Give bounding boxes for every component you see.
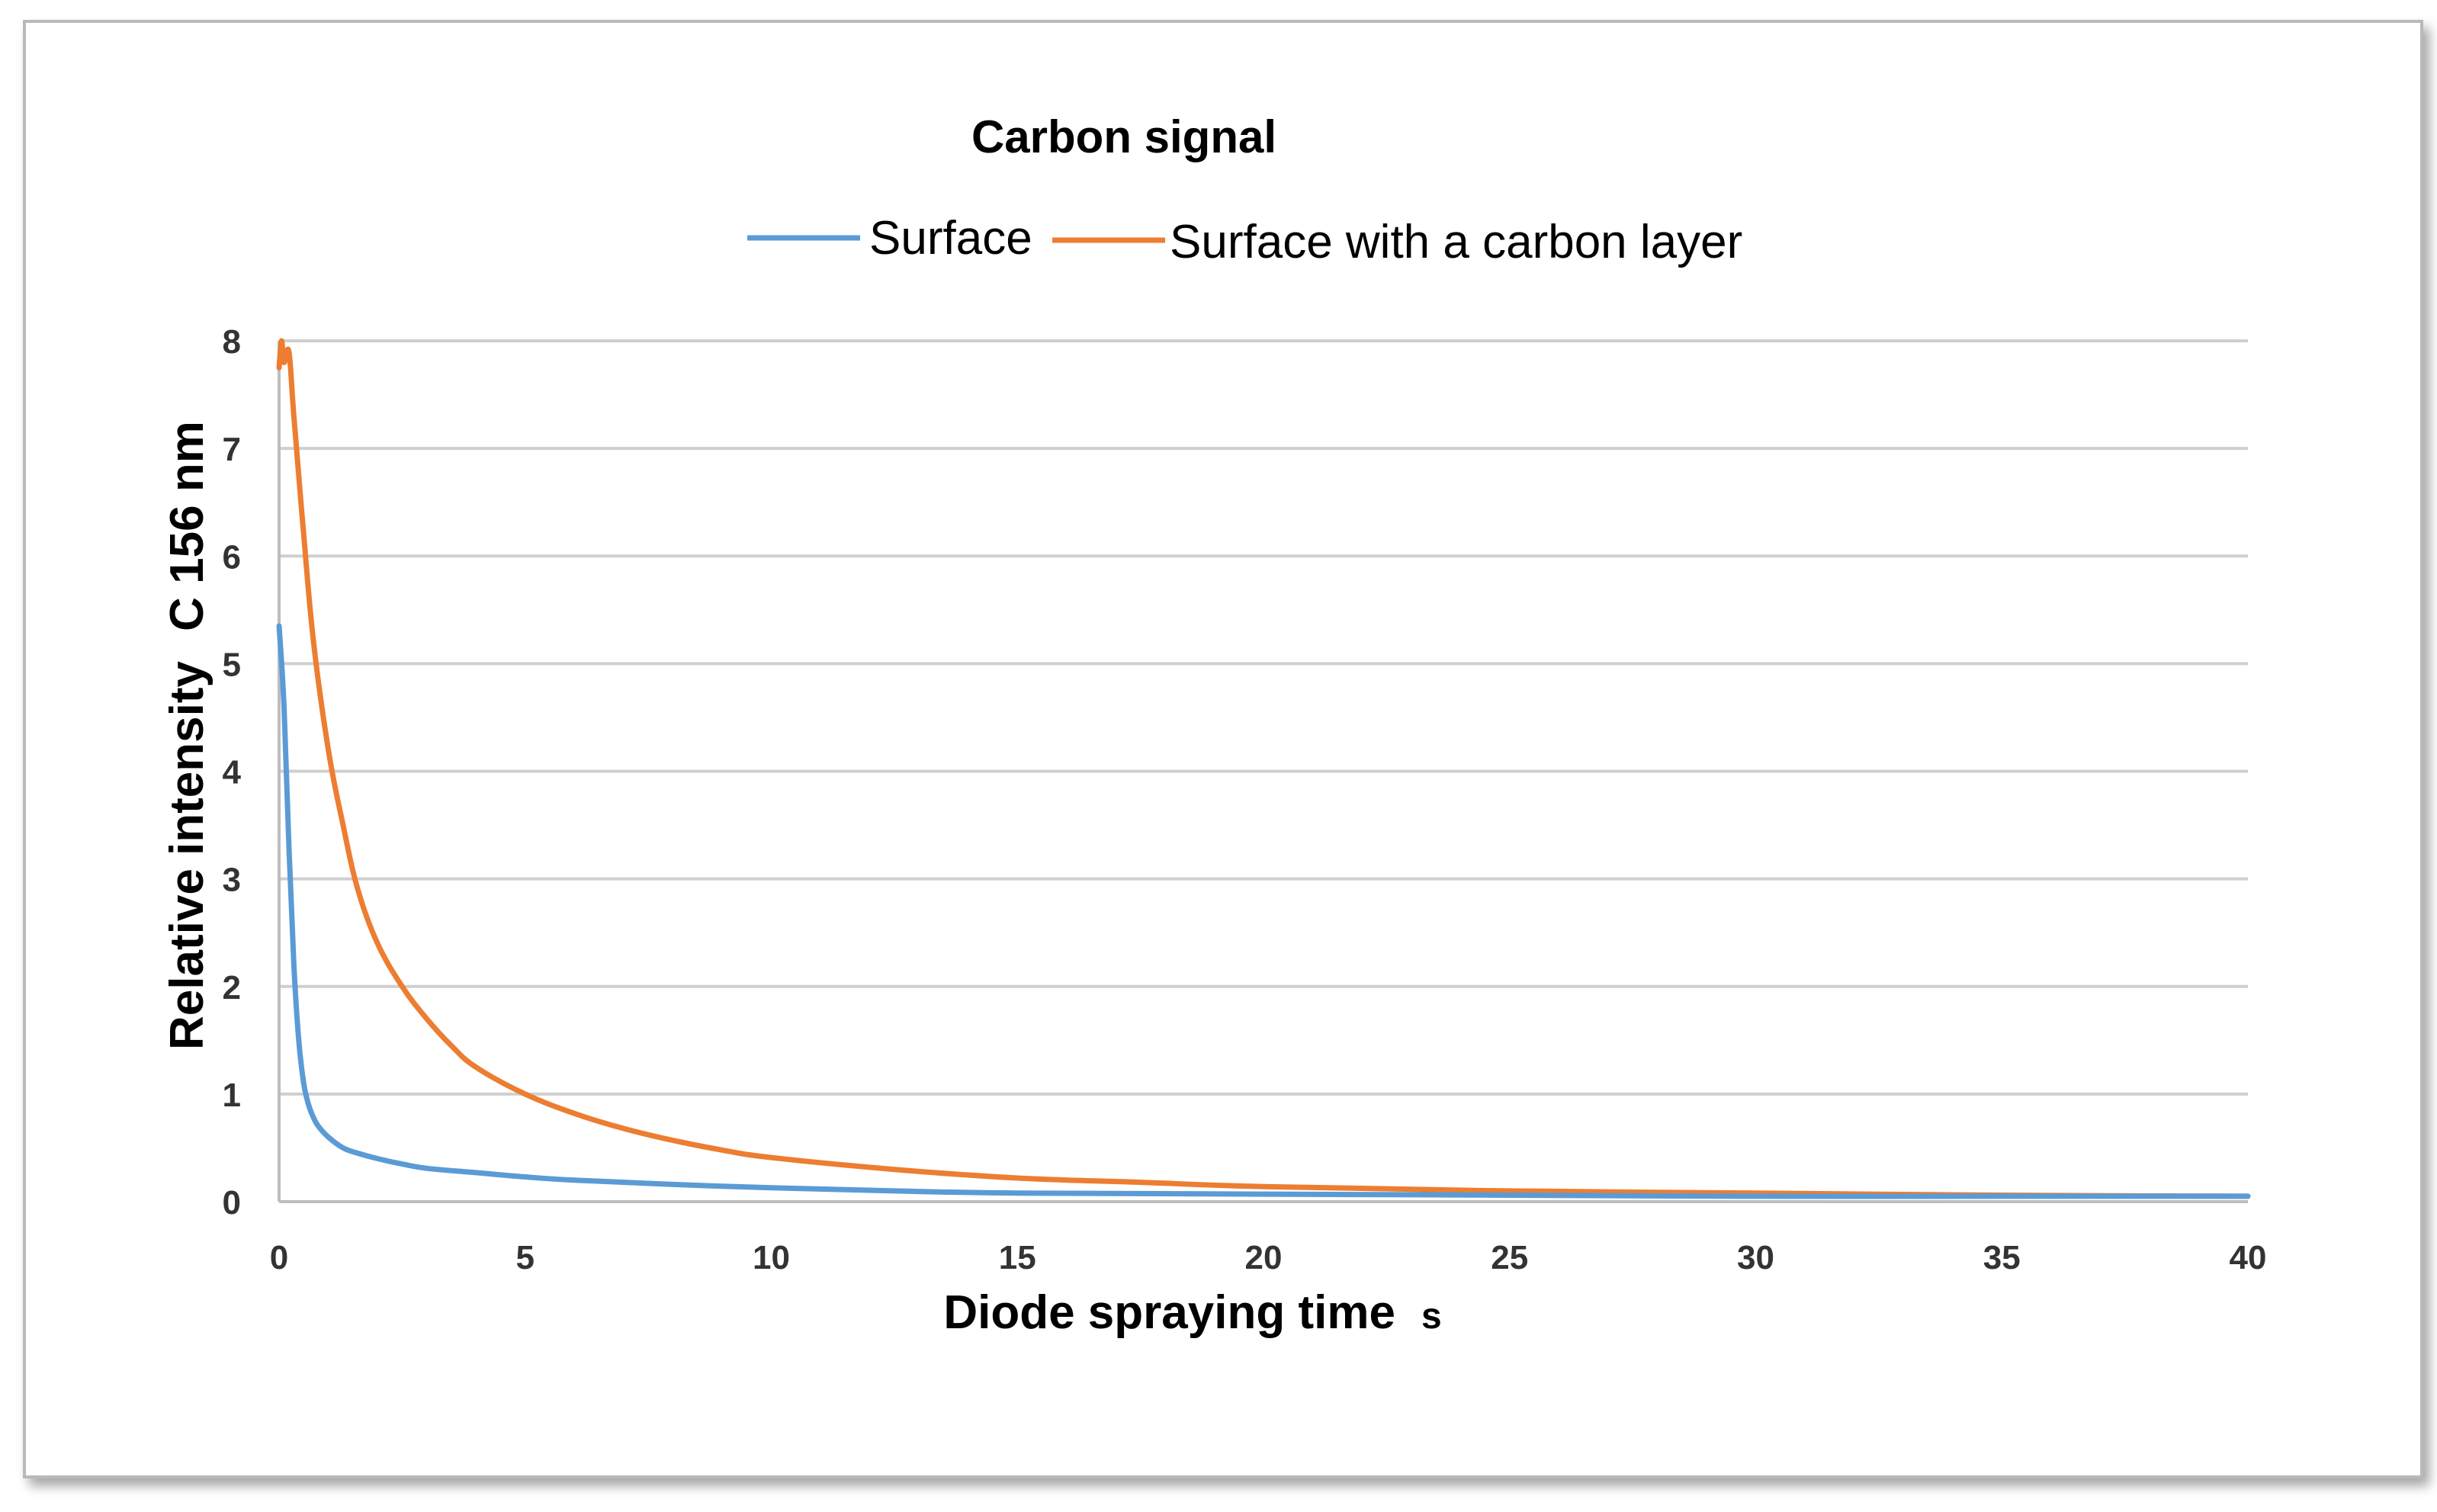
- y-axis-unit: C 156 nm: [161, 421, 214, 631]
- y-tick-label: 7: [223, 431, 241, 468]
- series-lines: [276, 338, 2251, 1199]
- series-line-surface: [276, 623, 2251, 1199]
- y-tick-label: 6: [223, 538, 241, 576]
- axes: [278, 341, 2248, 1203]
- y-tick-label: 4: [223, 754, 242, 791]
- x-tick-labels: 0 5 10 15 20 25 30 35 40: [270, 1239, 2267, 1276]
- y-tick-label: 5: [223, 646, 241, 683]
- y-axis-unit-group: C 156 nm: [161, 421, 214, 631]
- series-line-carbon-layer: [276, 338, 2251, 1199]
- svg-text:Relative intensity: Relative intensity: [161, 661, 214, 1050]
- y-axis-label: Relative intensity: [161, 661, 214, 1050]
- x-tick-label: 30: [1737, 1239, 1774, 1276]
- x-tick-label: 0: [270, 1239, 288, 1276]
- x-tick-label: 40: [2230, 1239, 2267, 1276]
- y-tick-label: 3: [223, 862, 241, 899]
- legend-label-surface: Surface: [869, 212, 1032, 265]
- y-tick-label: 2: [223, 969, 241, 1006]
- x-tick-label: 5: [516, 1239, 535, 1276]
- legend: Surface Surface with a carbon layer: [747, 212, 1742, 268]
- gridlines: [279, 339, 2248, 1096]
- x-tick-label: 10: [753, 1239, 790, 1276]
- x-axis-title: Diode spraying time: [943, 1286, 1395, 1339]
- chart-title: Carbon signal: [971, 111, 1276, 162]
- y-axis-title: Relative intensity: [161, 661, 214, 1050]
- x-tick-label: 15: [999, 1239, 1036, 1276]
- legend-label-carbon-layer: Surface with a carbon layer: [1170, 216, 1742, 268]
- y-tick-label: 8: [223, 323, 241, 361]
- x-tick-label: 35: [1983, 1239, 2021, 1276]
- x-tick-label: 25: [1491, 1239, 1528, 1276]
- x-tick-label: 20: [1245, 1239, 1283, 1276]
- y-tick-label: 0: [223, 1184, 241, 1221]
- y-tick-labels: 0 1 2 3 4 5 6 7 8: [223, 323, 242, 1221]
- x-axis-unit: s: [1421, 1296, 1442, 1337]
- y-tick-label: 1: [223, 1077, 241, 1114]
- chart-frame: Carbon signal Surface Surface with a car…: [23, 20, 2423, 1478]
- line-chart: Carbon signal Surface Surface with a car…: [161, 111, 2267, 1339]
